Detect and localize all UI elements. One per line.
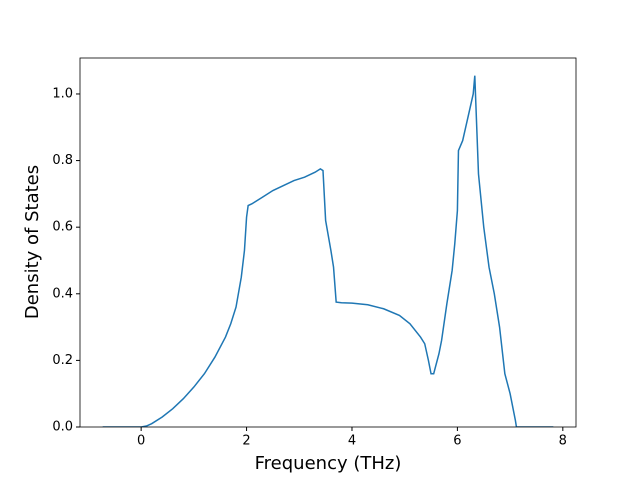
- x-tick-label: 2: [242, 434, 250, 449]
- y-tick-label: 0.4: [52, 286, 73, 301]
- y-axis-label: Density of States: [22, 165, 43, 319]
- y-tick-label: 1.0: [52, 86, 73, 101]
- y-tick-label: 0.0: [52, 420, 73, 435]
- x-tick-label: 4: [348, 434, 356, 449]
- y-tick-label: 0.6: [52, 220, 73, 235]
- x-axis-label: Frequency (THz): [255, 453, 402, 474]
- x-tick-label: 6: [453, 434, 461, 449]
- x-tick-label: 8: [559, 434, 567, 449]
- plot-frame: [79, 57, 577, 428]
- line: [102, 75, 554, 427]
- y-tick-label: 0.2: [52, 353, 73, 368]
- y-tick-label: 0.8: [52, 153, 73, 168]
- x-tick-label: 0: [137, 434, 145, 449]
